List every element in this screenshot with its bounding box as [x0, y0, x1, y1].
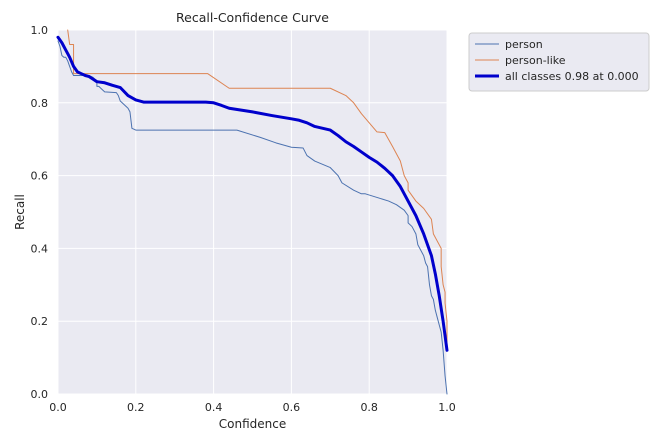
- legend-box: [468, 32, 650, 92]
- y-tick-label: 1.0: [31, 24, 49, 37]
- series-line-3: [56, 35, 449, 352]
- y-tick-label: 0.8: [31, 97, 49, 110]
- chart-title: Recall-Confidence Curve: [176, 10, 329, 25]
- y-tick-labels: 0.0 0.2 0.4 0.6 0.8 1.0: [31, 24, 49, 401]
- x-tick-label: 0.6: [283, 401, 301, 414]
- x-tick-label: 1.0: [438, 401, 456, 414]
- legend: person person-like all classes 0.98 at 0.0…: [468, 32, 650, 92]
- x-axis-title: Confidence: [219, 417, 286, 431]
- x-tick-label: 0.2: [127, 401, 145, 414]
- x-tick-labels: 0.0 0.2 0.4 0.6 0.8 1.0: [49, 401, 456, 414]
- series-line-2: [67, 29, 448, 351]
- y-tick-label: 0.2: [31, 315, 49, 328]
- legend-label: person-like: [505, 54, 566, 67]
- y-tick-label: 0.0: [31, 388, 49, 401]
- series-layer: [56, 29, 449, 395]
- plot-background: [58, 30, 447, 394]
- legend-label: all classes 0.98 at 0.000: [505, 70, 639, 83]
- y-axis-title: Recall: [13, 194, 27, 230]
- x-tick-label: 0.8: [360, 401, 378, 414]
- y-tick-label: 0.4: [31, 242, 49, 255]
- x-tick-label: 0.4: [205, 401, 223, 414]
- x-tick-label: 0.0: [49, 401, 67, 414]
- legend-label: person: [505, 38, 543, 51]
- y-tick-label: 0.6: [31, 170, 49, 183]
